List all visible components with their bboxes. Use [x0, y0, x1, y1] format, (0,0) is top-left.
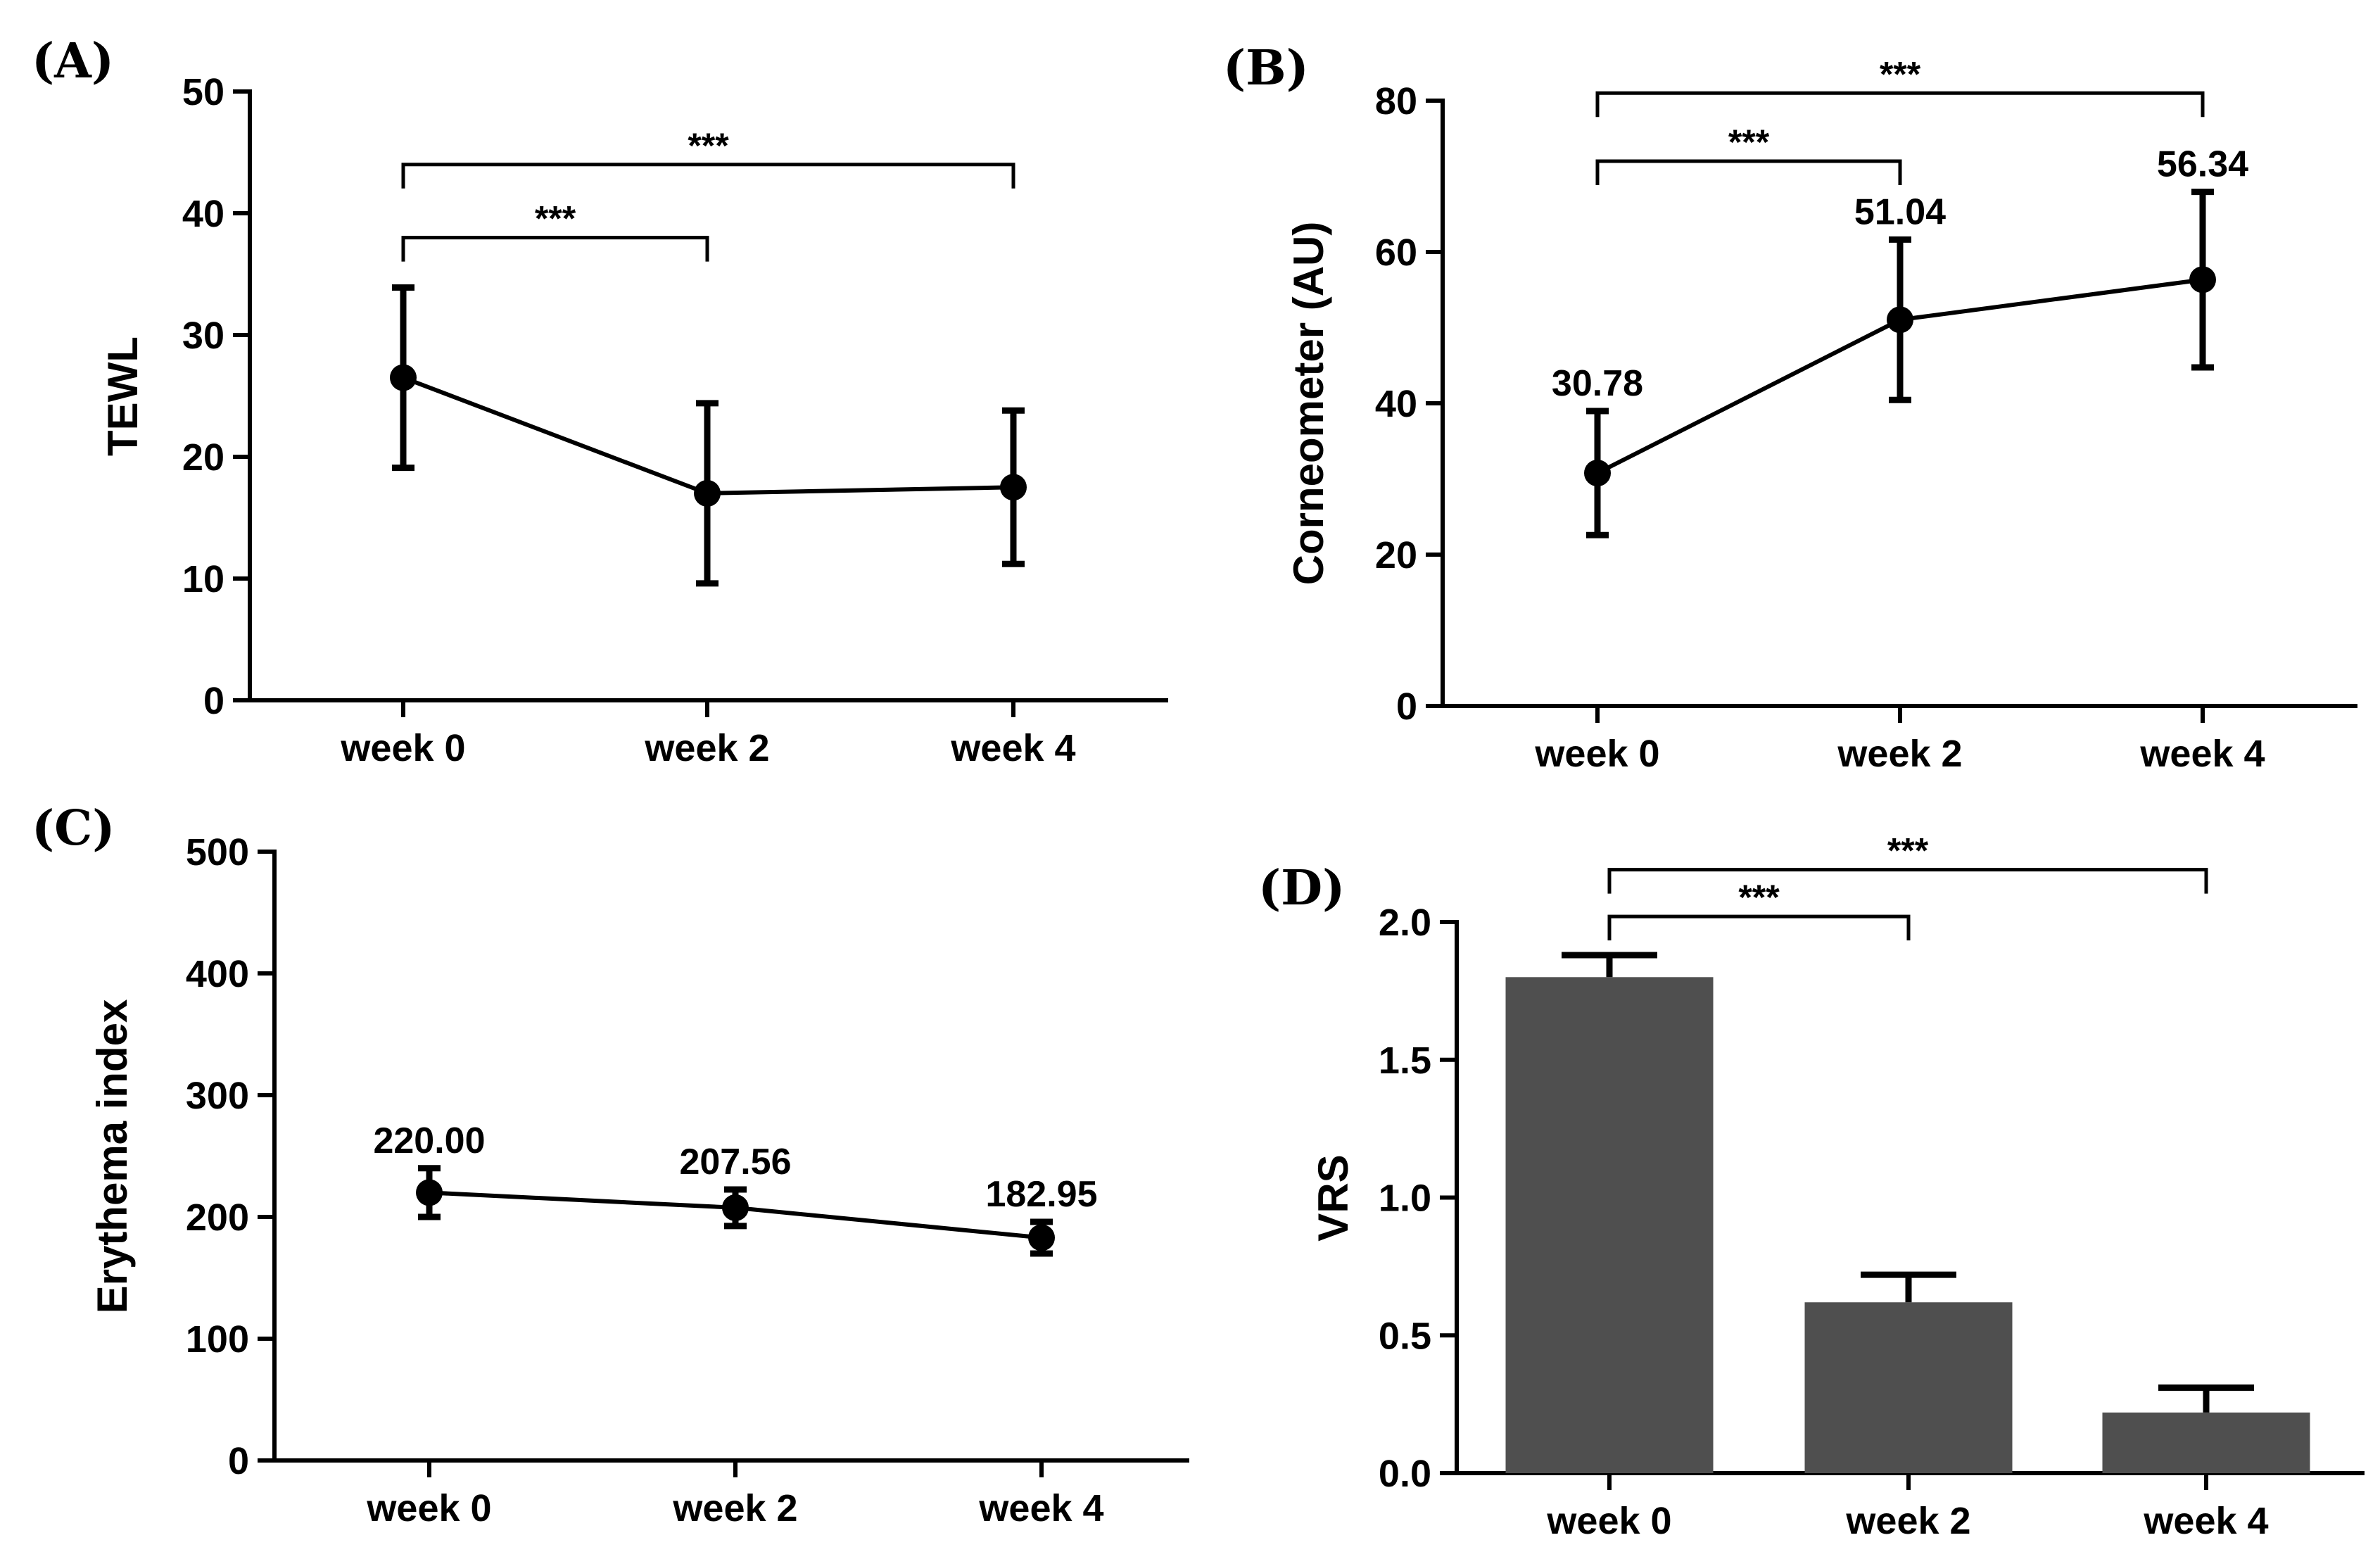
x-tick-label: week 4 — [2139, 733, 2265, 775]
x-tick-label: week 4 — [2143, 1500, 2268, 1542]
x-tick-label: week 2 — [1837, 733, 1962, 775]
data-label: 56.34 — [2157, 144, 2248, 185]
data-point — [1887, 306, 1913, 334]
bar — [2102, 1412, 2310, 1473]
y-tick-label: 40 — [1375, 383, 1417, 425]
x-tick-label: week 2 — [1845, 1500, 1970, 1542]
y-tick-label: 40 — [182, 193, 224, 235]
data-label: 182.95 — [985, 1174, 1097, 1215]
y-tick-label: 0.0 — [1379, 1453, 1431, 1495]
y-tick-label: 1.5 — [1379, 1040, 1431, 1082]
significance-label: *** — [1738, 878, 1780, 917]
y-tick-label: 200 — [186, 1197, 249, 1239]
y-axis-title: Erythema index — [89, 999, 136, 1314]
significance-label: *** — [688, 126, 729, 165]
significance-bracket — [1595, 91, 2205, 118]
significance-bracket — [1595, 159, 1902, 185]
y-tick-label: 300 — [186, 1075, 249, 1117]
data-label: 220.00 — [373, 1121, 485, 1161]
bar — [1505, 977, 1714, 1473]
significance-bracket — [1607, 868, 2208, 894]
significance-bracket — [1607, 914, 1911, 941]
panel-label: (D) — [1258, 860, 1345, 916]
panel-label: (C) — [32, 800, 115, 857]
significance-label: *** — [1887, 831, 1929, 871]
data-point — [390, 364, 417, 391]
data-label: 30.78 — [1552, 363, 1643, 404]
bar — [1804, 1302, 2013, 1473]
x-tick-label: week 4 — [950, 727, 1075, 769]
significance-bracket — [401, 236, 709, 262]
data-point — [1584, 460, 1611, 487]
x-tick-label: week 2 — [644, 727, 769, 769]
data-point — [1028, 1224, 1055, 1251]
y-tick-label: 50 — [182, 71, 224, 113]
y-tick-label: 100 — [186, 1318, 249, 1361]
significance-label: *** — [1880, 54, 1921, 94]
y-tick-label: 20 — [1375, 534, 1417, 576]
y-tick-label: 0 — [203, 680, 224, 722]
y-tick-label: 0 — [1396, 686, 1417, 728]
y-axis-title: Corneometer (AU) — [1285, 222, 1332, 586]
y-tick-label: 80 — [1375, 80, 1417, 122]
data-point — [2189, 266, 2216, 294]
data-label: 51.04 — [1854, 191, 1946, 232]
data-point — [416, 1179, 443, 1206]
y-tick-label: 20 — [182, 436, 224, 479]
x-tick-label: week 0 — [1534, 733, 1659, 775]
x-tick-label: week 0 — [1546, 1500, 1671, 1542]
significance-bracket — [401, 163, 1015, 189]
data-point — [1000, 474, 1027, 501]
y-tick-label: 500 — [186, 831, 249, 873]
data-point — [694, 479, 721, 507]
panel-label: (A) — [32, 33, 114, 89]
y-tick-label: 0.5 — [1379, 1315, 1431, 1357]
x-tick-label: week 4 — [978, 1487, 1103, 1529]
y-axis-title: VRS — [1310, 1154, 1357, 1241]
y-tick-label: 1.0 — [1379, 1178, 1431, 1220]
y-tick-label: 0 — [228, 1440, 249, 1482]
y-tick-label: 10 — [182, 558, 224, 600]
y-tick-label: 60 — [1375, 232, 1417, 274]
x-tick-label: week 2 — [672, 1487, 797, 1529]
data-point — [722, 1194, 749, 1221]
y-axis-title: TEWL — [99, 336, 146, 456]
data-label: 207.56 — [679, 1142, 791, 1182]
y-tick-label: 2.0 — [1379, 902, 1431, 944]
y-tick-label: 30 — [182, 315, 224, 357]
significance-label: *** — [535, 199, 576, 239]
panel-label: (B) — [1223, 40, 1309, 96]
x-tick-label: week 0 — [366, 1487, 491, 1529]
significance-label: *** — [1728, 122, 1770, 162]
y-tick-label: 400 — [186, 953, 249, 995]
x-tick-label: week 0 — [340, 727, 465, 769]
